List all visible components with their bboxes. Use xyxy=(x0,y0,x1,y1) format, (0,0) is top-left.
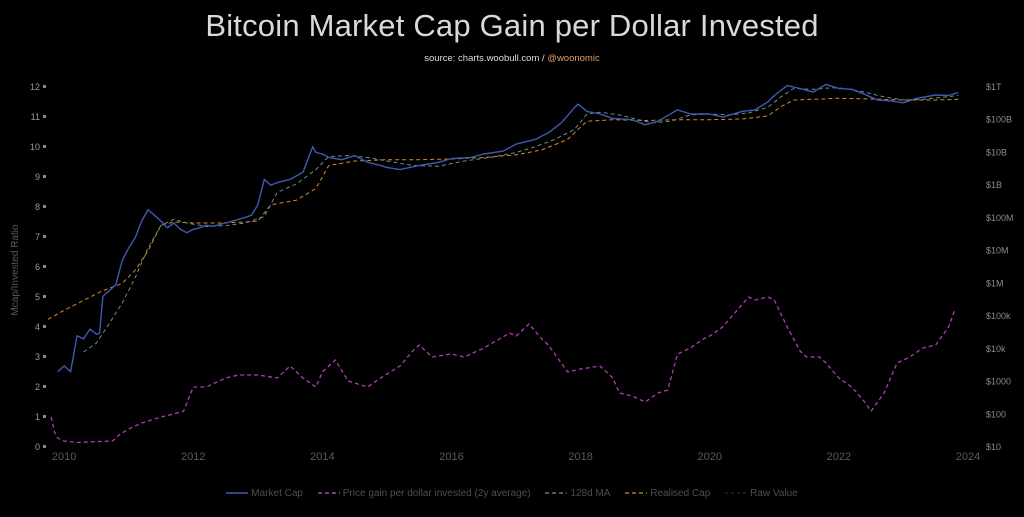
right-axis: $10 $100 $1000 $10k $100k $1M $10M $100M $1B $10B… xyxy=(986,82,1014,452)
x-tick-label: 2010 xyxy=(52,451,76,463)
left-tick-mark xyxy=(43,415,46,418)
right-tick-label: $1000 xyxy=(986,377,1011,387)
left-tick-label: 9 xyxy=(35,172,40,182)
left-tick-label: 6 xyxy=(35,262,40,272)
left-tick-label: 2 xyxy=(35,382,40,392)
left-tick-mark xyxy=(43,385,46,388)
y-axis-label: Mcap/Invested Ratio xyxy=(10,224,21,316)
series-line-price-gain xyxy=(50,296,956,444)
x-tick-label: 2014 xyxy=(310,451,334,463)
legend: Market Cap Price gain per dollar investe… xyxy=(0,488,1024,499)
series-line-realised-cap xyxy=(47,97,959,320)
right-tick-label: $10 xyxy=(986,442,1001,452)
left-tick-mark xyxy=(43,115,46,118)
right-tick-label: $10M xyxy=(986,246,1009,256)
right-tick-label: $100k xyxy=(986,311,1011,321)
right-tick-label: $100 xyxy=(986,409,1006,419)
left-tick-label: 3 xyxy=(35,352,40,362)
legend-label-128d-ma: 128d MA xyxy=(570,488,611,499)
x-tick-label: 2022 xyxy=(827,451,851,463)
left-tick-mark xyxy=(43,355,46,358)
legend-label-realised-cap: Realised Cap xyxy=(650,488,711,499)
left-tick-mark xyxy=(43,325,46,328)
left-tick-mark xyxy=(43,445,46,448)
x-tick-label: 2018 xyxy=(568,451,592,463)
x-tick-label: 2020 xyxy=(698,451,722,463)
x-tick-label: 2024 xyxy=(956,451,980,463)
left-tick-label: 12 xyxy=(30,82,40,92)
series-line-market-cap xyxy=(57,83,959,373)
left-tick-mark xyxy=(43,85,46,88)
right-tick-label: $100B xyxy=(986,115,1012,125)
legend-item-raw-value[interactable]: Raw Value xyxy=(725,488,798,499)
legend-item-realised-cap[interactable]: Realised Cap xyxy=(625,488,710,499)
x-tick-label: 2016 xyxy=(439,451,463,463)
left-tick-label: 5 xyxy=(35,292,40,302)
chart-source: source: charts.woobull.com / @woonomic xyxy=(0,53,1024,64)
legend-swatch-128d-ma xyxy=(545,492,568,494)
right-tick-label: $10k xyxy=(986,344,1006,354)
left-tick-label: 8 xyxy=(35,202,40,212)
left-tick-label: 7 xyxy=(35,232,40,242)
x-axis: 2010 2012 2014 2016 2018 2020 2022 2024 xyxy=(52,451,980,463)
source-prefix: source: charts.woobull.com / xyxy=(424,53,548,64)
left-tick-label: 1 xyxy=(35,412,40,422)
legend-swatch-realised-cap xyxy=(625,492,648,494)
right-tick-label: $1B xyxy=(986,180,1002,190)
left-tick-label: 0 xyxy=(35,442,40,452)
legend-item-128d-ma[interactable]: 128d MA xyxy=(545,488,610,499)
left-tick-mark xyxy=(43,295,46,298)
source-handle-link[interactable]: @woonomic xyxy=(547,53,600,64)
legend-label-market-cap: Market Cap xyxy=(251,488,303,499)
left-tick-mark xyxy=(43,235,46,238)
left-tick-label: 10 xyxy=(30,142,40,152)
right-tick-label: $10B xyxy=(986,147,1007,157)
legend-swatch-price-gain xyxy=(317,492,340,495)
left-tick-mark xyxy=(43,265,46,268)
legend-label-price-gain: Price gain per dollar invested (2y avera… xyxy=(342,488,531,499)
legend-label-raw-value: Raw Value xyxy=(750,488,798,499)
right-tick-label: $1M xyxy=(986,278,1004,288)
series-line-128d-ma xyxy=(83,87,959,353)
right-tick-label: $100M xyxy=(986,213,1014,223)
legend-item-market-cap[interactable]: Market Cap xyxy=(226,488,303,499)
legend-swatch-market-cap xyxy=(226,492,249,495)
legend-swatch-raw-value xyxy=(725,492,748,494)
left-tick-mark xyxy=(43,145,46,148)
left-tick-mark xyxy=(43,205,46,208)
left-tick-label: 11 xyxy=(31,112,40,122)
plot-area xyxy=(47,83,959,444)
left-tick-mark xyxy=(43,175,46,178)
right-tick-label: $1T xyxy=(986,82,1002,92)
legend-item-price-gain[interactable]: Price gain per dollar invested (2y avera… xyxy=(317,488,531,499)
chart-title: Bitcoin Market Cap Gain per Dollar Inves… xyxy=(205,8,819,43)
x-tick-label: 2012 xyxy=(181,451,205,463)
left-tick-label: 4 xyxy=(35,322,40,332)
